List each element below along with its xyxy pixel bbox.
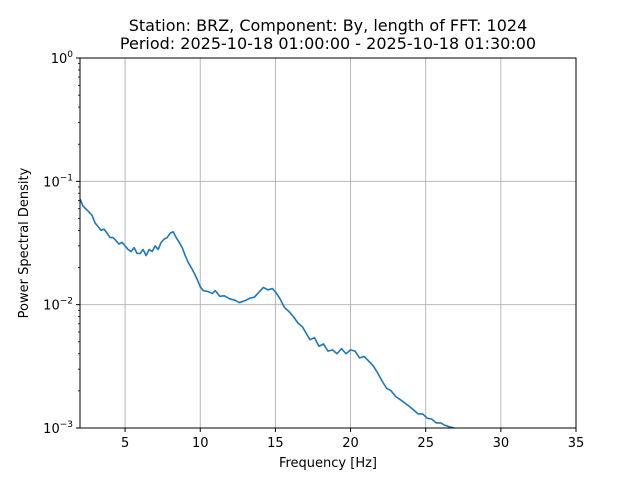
axis-ticks: 5 10 15 20 25 30 35 10−3 10−2 10−1 100 <box>43 50 584 451</box>
chart-title-line2: Period: 2025-10-18 01:00:00 - 2025-10-18… <box>120 34 536 53</box>
x-tick-label: 30 <box>493 436 510 451</box>
x-tick-label: 15 <box>267 436 284 451</box>
series-layer <box>80 198 455 428</box>
x-tick-label: 20 <box>342 436 359 451</box>
y-tick-label: 100 <box>51 50 74 67</box>
x-tick-label: 35 <box>568 436 585 451</box>
y-tick-label: 10−2 <box>43 297 73 314</box>
chart-title-line1: Station: BRZ, Component: By, length of F… <box>129 16 528 35</box>
plot-area <box>80 58 576 428</box>
plot-frame <box>79 57 577 429</box>
y-tick-label: 10−3 <box>43 420 73 437</box>
x-tick-label: 10 <box>192 436 209 451</box>
y-axis-label: Power Spectral Density <box>17 167 32 318</box>
x-axis-label: Frequency [Hz] <box>279 456 377 471</box>
x-tick-label: 5 <box>121 436 129 451</box>
y-tick-label: 10−1 <box>43 173 73 190</box>
psd-series-line <box>80 198 455 428</box>
x-tick-label: 25 <box>417 436 434 451</box>
